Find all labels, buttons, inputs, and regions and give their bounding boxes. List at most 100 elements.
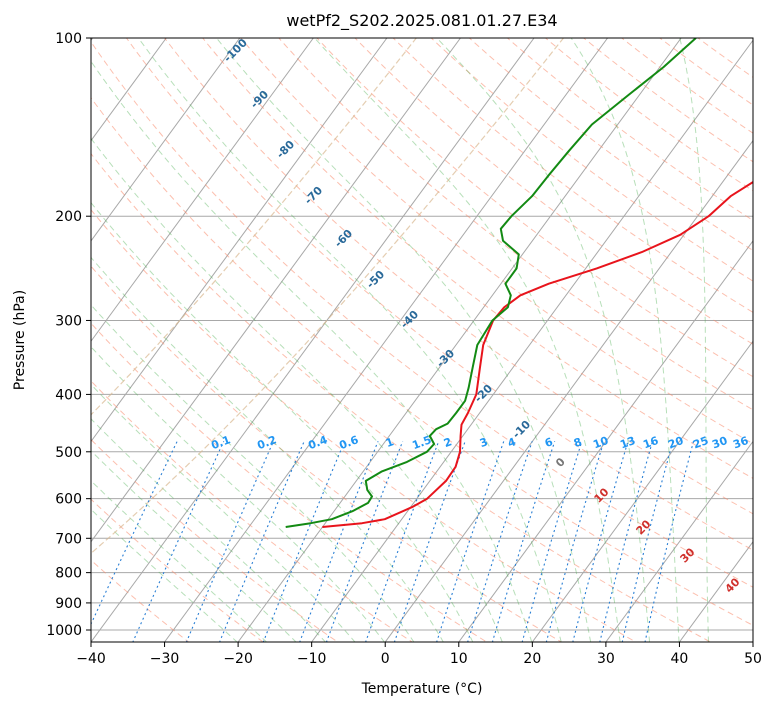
mixing-ratio-label: 30 (710, 434, 729, 452)
mixing-ratio-line (262, 441, 346, 642)
x-tick-label: 50 (744, 651, 762, 667)
mixing-ratio-label: 10 (591, 434, 610, 452)
dry-adiabat-line (202, 38, 753, 479)
y-tick-label: 800 (55, 566, 82, 582)
moist-adiabat-line (215, 38, 592, 642)
moist-adiabat-line (91, 480, 268, 642)
adiabat-layer (91, 38, 753, 642)
mixing-ratio-label: 16 (641, 434, 660, 452)
dry-adiabat-line (316, 38, 753, 378)
y-tick-label: 500 (55, 445, 82, 461)
dry-adiabat-line (125, 38, 753, 551)
moist-adiabat-line (91, 60, 533, 642)
moist-adiabat-line (570, 38, 680, 642)
moist-adiabat-line (91, 450, 297, 642)
isotherm-line (91, 38, 535, 642)
mixing-ratio-label: 13 (618, 434, 637, 451)
mixing-ratio-line (436, 441, 505, 642)
dry-adiabat-line (91, 438, 339, 642)
mixing-ratio-label: 2 (442, 435, 454, 450)
mixing-ratio-label: 0.1 (209, 433, 232, 452)
mixing-ratio-label: 0.2 (255, 433, 278, 452)
mixing-ratio-label: 3 (478, 435, 490, 450)
line-label-layer: -100-90-80-70-60-50-40-30-20-10010203040… (209, 38, 750, 596)
mixing-ratio-layer (91, 441, 695, 642)
dewpoint-profile-line (285, 38, 697, 528)
moist-adiabat-line (91, 383, 356, 642)
mixing-ratio-line (132, 441, 225, 642)
x-tick-label: −20 (223, 651, 253, 667)
mixing-ratio-line (545, 441, 605, 642)
isotherm-line (531, 340, 753, 642)
y-tick-label: 200 (55, 209, 82, 225)
dry-adiabat-line (240, 38, 753, 445)
mixing-ratio-line (491, 441, 556, 642)
mixing-ratio-label: 8 (572, 435, 584, 450)
x-tick-label: −30 (150, 651, 180, 667)
x-tick-label: 30 (597, 651, 615, 667)
grid-layer (91, 38, 753, 642)
isotherm-line (91, 38, 241, 242)
x-tick-label: 40 (671, 651, 689, 667)
dry-adiabat-line (278, 38, 753, 411)
x-tick-label: 0 (381, 651, 390, 667)
y-tick-label: 400 (55, 387, 82, 403)
dry-adiabat-line (91, 380, 414, 642)
mixing-ratio-label: 20 (666, 434, 685, 452)
isotherm-line (458, 240, 753, 642)
moist-adiabat-line (91, 256, 444, 642)
isotherm-line (91, 38, 314, 343)
mixing-ratio-label: 36 (731, 434, 750, 452)
y-tick-label: 600 (55, 492, 82, 508)
dry-adiabat-line (392, 38, 753, 313)
moist-adiabat-line (679, 38, 709, 642)
moist-adiabat-line (436, 38, 651, 642)
mixing-ratio-line (325, 441, 404, 642)
x-tick-label: −10 (297, 651, 327, 667)
mixing-ratio-line (521, 441, 583, 642)
mixing-ratio-line (219, 441, 305, 642)
x-axis-label: Temperature (°C) (361, 681, 483, 697)
y-tick-label: 300 (55, 313, 82, 329)
chart-title: wetPf2_S202.2025.081.01.27.E34 (286, 11, 557, 31)
mixing-ratio-line (393, 441, 466, 642)
y-tick-label: 100 (55, 31, 82, 47)
mixing-ratio-line (467, 441, 533, 642)
x-tick-label: 20 (523, 651, 541, 667)
isotherm-line (237, 38, 682, 642)
moist-adiabat-line (137, 38, 562, 642)
y-axis-label: Pressure (hPa) (12, 290, 28, 390)
mixing-ratio-label: 4 (506, 435, 518, 450)
profile-layer (285, 38, 753, 528)
y-tick-label: 1000 (46, 623, 82, 639)
isotherm-line (384, 139, 753, 642)
dry-adiabat-line (544, 38, 753, 192)
dry-adiabat-line (430, 38, 753, 282)
y-tick-label: 900 (55, 596, 82, 612)
mixing-ratio-line (365, 441, 440, 642)
mixing-ratio-line (185, 441, 275, 642)
isotherm-line (91, 38, 388, 443)
mixing-ratio-label: 6 (543, 435, 555, 450)
mixing-ratio-line (299, 441, 379, 642)
mixing-ratio-label: 1 (384, 435, 396, 450)
isotherm-line (605, 440, 753, 642)
x-tick-label: −40 (76, 651, 106, 667)
dry-adiabat-line (91, 41, 753, 588)
mixing-ratio-label: 25 (691, 434, 710, 451)
moist-adiabat-line (313, 38, 621, 642)
dry-adiabat-line (91, 96, 753, 626)
moist-adiabat-line (91, 304, 415, 642)
moist-adiabat-line (91, 508, 238, 642)
x-tick-label: 10 (450, 651, 468, 667)
axis-layer: −40 −30 −20 −10 0 10 20 30 40 5010020030040050060… (46, 31, 762, 667)
isotherm-line (91, 38, 167, 142)
y-tick-label: 700 (55, 531, 82, 547)
mixing-ratio-line (91, 441, 178, 626)
isotherm-line (164, 38, 608, 642)
reference-curve-line (91, 38, 564, 555)
mixing-ratio-label: 0.6 (337, 433, 360, 452)
mixing-ratio-line (572, 441, 629, 642)
dry-adiabat-line (506, 38, 753, 221)
moist-adiabat-line (91, 201, 474, 642)
